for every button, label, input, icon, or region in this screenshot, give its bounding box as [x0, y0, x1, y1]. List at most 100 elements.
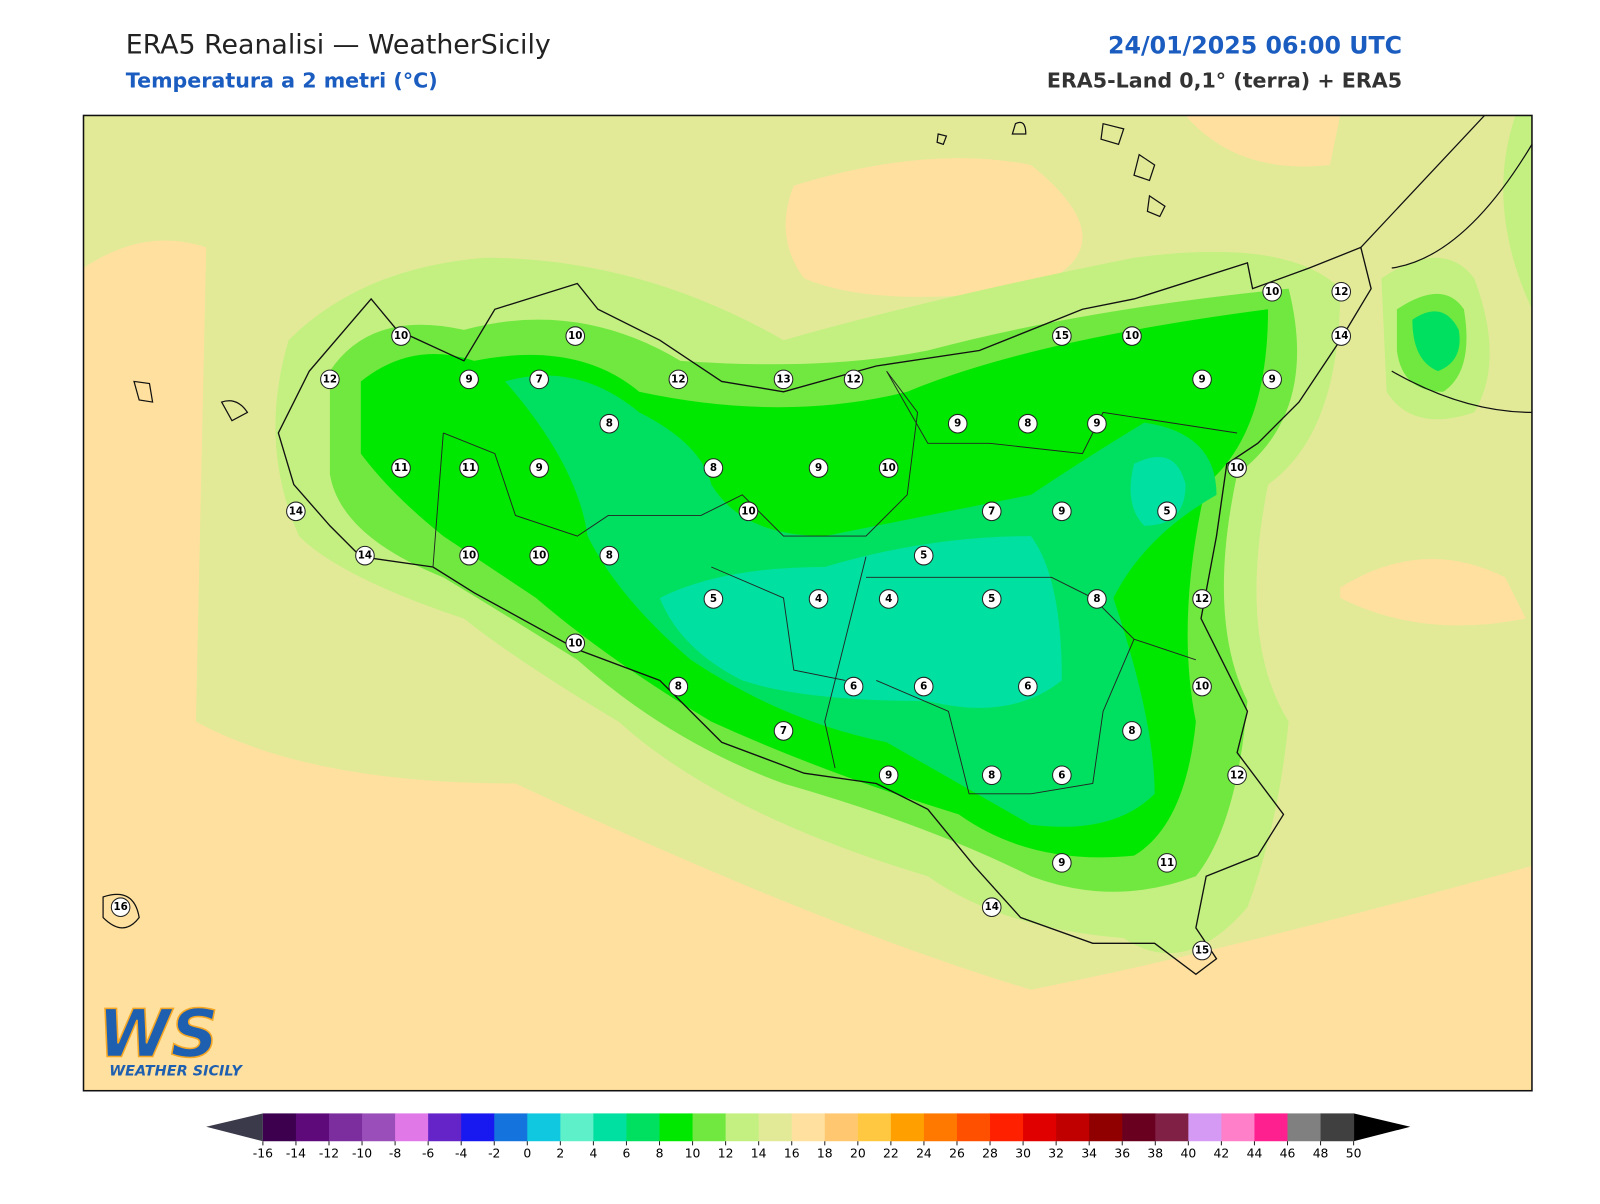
colorbar-cell: [990, 1113, 1024, 1142]
temp-band-14: [1503, 115, 1532, 310]
station-marker: [599, 413, 620, 434]
station-marker: [599, 545, 620, 566]
colorbar-cell: [1320, 1113, 1355, 1142]
colorbar-tick-label: 8: [656, 1147, 664, 1161]
colorbar-cell: [328, 1113, 363, 1142]
station-value: 9: [1269, 373, 1276, 385]
temp-band-8: [1412, 311, 1460, 372]
colorbar-cell: [1122, 1113, 1156, 1142]
station-value: 7: [780, 725, 787, 737]
colorbar-cell: [890, 1113, 925, 1142]
station-marker: [981, 897, 1002, 918]
colorbar-tick-label: 12: [718, 1147, 734, 1161]
colorbar-cell: [758, 1113, 793, 1142]
islands: [102, 121, 1166, 929]
station-value: 6: [1024, 681, 1031, 693]
colorbar-tick-label: 32: [1048, 1147, 1064, 1161]
colorbar-tick-label: 18: [817, 1147, 833, 1161]
station-marker: [459, 369, 479, 390]
station-marker: [878, 765, 899, 786]
colorbar-cell: [1188, 1113, 1222, 1142]
station-marker: [878, 458, 899, 478]
coastline: [277, 246, 1372, 976]
station-value: 9: [1058, 857, 1065, 869]
station-value: 8: [606, 550, 613, 562]
colorbar-cell: [956, 1113, 991, 1142]
station-marker: [1157, 853, 1177, 873]
colorbar-tick-label: 40: [1180, 1147, 1196, 1161]
colorbar-cell: [1254, 1113, 1289, 1142]
station-value: 16: [113, 901, 127, 913]
station-marker: [843, 676, 864, 697]
station-marker: [459, 545, 479, 566]
station-value: 8: [1024, 418, 1031, 430]
station-value: 9: [1058, 505, 1065, 517]
station-marker: [1331, 326, 1352, 346]
station-marker: [459, 458, 479, 478]
colorbar-cell: [428, 1113, 462, 1142]
station-marker: [981, 589, 1002, 609]
warm-zone: [83, 240, 1532, 1091]
colorbar-tick-label: 30: [1015, 1147, 1031, 1161]
colorbar-cell: [626, 1113, 661, 1142]
station-value: 7: [988, 505, 995, 517]
station-marker: [355, 545, 375, 566]
station-marker: [668, 676, 689, 697]
station-marker: [1262, 369, 1282, 390]
station-marker: [1331, 281, 1352, 302]
station-value: 9: [885, 769, 892, 781]
colorbar-cell: [1287, 1113, 1322, 1142]
colorbar-tick-label: 20: [850, 1147, 866, 1161]
colorbar-tick-label: 28: [982, 1147, 998, 1161]
station-marker: [1052, 326, 1072, 346]
source: ERA5-Land 0,1° (terra) + ERA5: [1047, 69, 1402, 93]
colorbar-cell: [725, 1113, 760, 1142]
colorbar-cell: [1155, 1113, 1189, 1142]
station-marker: [320, 369, 340, 390]
station-marker: [1227, 458, 1247, 478]
colorbar-cell: [1221, 1113, 1255, 1142]
station-value: 10: [462, 550, 476, 562]
colorbar-tick-label: 16: [784, 1147, 800, 1161]
station-value: 15: [1055, 330, 1069, 342]
colorbar: -16 -14 -12 -10 -8 -6 -4 -2 0 2 4 6 8 10 12 14 16 18 20 22 2…: [206, 1113, 1411, 1161]
colorbar-tick-label: 50: [1346, 1147, 1362, 1161]
temp-band-6: [659, 536, 1062, 708]
station-value: 11: [1160, 857, 1174, 869]
station-marker: [703, 458, 724, 478]
station-value: 5: [988, 593, 995, 605]
station-value: 10: [741, 505, 755, 517]
colorbar-tick-label: 14: [751, 1147, 767, 1161]
colorbar-cell: [527, 1113, 561, 1142]
colorbar-cell: [494, 1113, 528, 1142]
station-marker: [1192, 940, 1212, 961]
title: ERA5 Reanalisi — WeatherSicily: [126, 30, 551, 61]
station-marker: [1052, 853, 1072, 873]
station-marker: [878, 589, 899, 609]
station-marker: [565, 633, 586, 654]
colorbar-cell: [295, 1113, 330, 1142]
station-marker: [668, 369, 689, 390]
station-marker: [947, 413, 968, 434]
station-marker: [773, 721, 794, 741]
colorbar-cell: [1056, 1113, 1090, 1142]
colorbar-tick-label: 24: [916, 1147, 932, 1161]
station-marker: [1018, 413, 1038, 434]
station-value: 11: [462, 462, 476, 474]
station-value: 8: [1093, 593, 1100, 605]
colorbar-cell: [593, 1113, 627, 1142]
station-marker: [773, 369, 794, 390]
warm-zone: [1340, 558, 1526, 626]
station-value: 14: [985, 901, 999, 913]
province-borders: [432, 370, 1238, 795]
colorbar-tick-label: -2: [488, 1147, 500, 1161]
colorbar-cell: [560, 1113, 594, 1142]
datetime: 24/01/2025 06:00 UTC: [1108, 32, 1402, 60]
station-marker: [1122, 721, 1142, 741]
colorbar-cell: [1089, 1113, 1123, 1142]
station-value: 10: [881, 462, 895, 474]
station-value: 10: [568, 330, 582, 342]
station-marker: [1192, 369, 1212, 390]
